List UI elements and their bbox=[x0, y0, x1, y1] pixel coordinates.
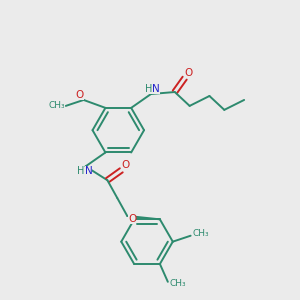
Text: CH₃: CH₃ bbox=[192, 229, 209, 238]
Text: N: N bbox=[85, 166, 92, 176]
Text: O: O bbox=[128, 214, 136, 224]
Text: O: O bbox=[121, 160, 129, 170]
Text: CH₃: CH₃ bbox=[49, 101, 65, 110]
Text: N: N bbox=[152, 84, 160, 94]
Text: CH₃: CH₃ bbox=[169, 279, 186, 288]
Text: H: H bbox=[145, 84, 153, 94]
Text: H: H bbox=[77, 166, 84, 176]
Text: O: O bbox=[184, 68, 193, 78]
Text: O: O bbox=[76, 90, 84, 100]
